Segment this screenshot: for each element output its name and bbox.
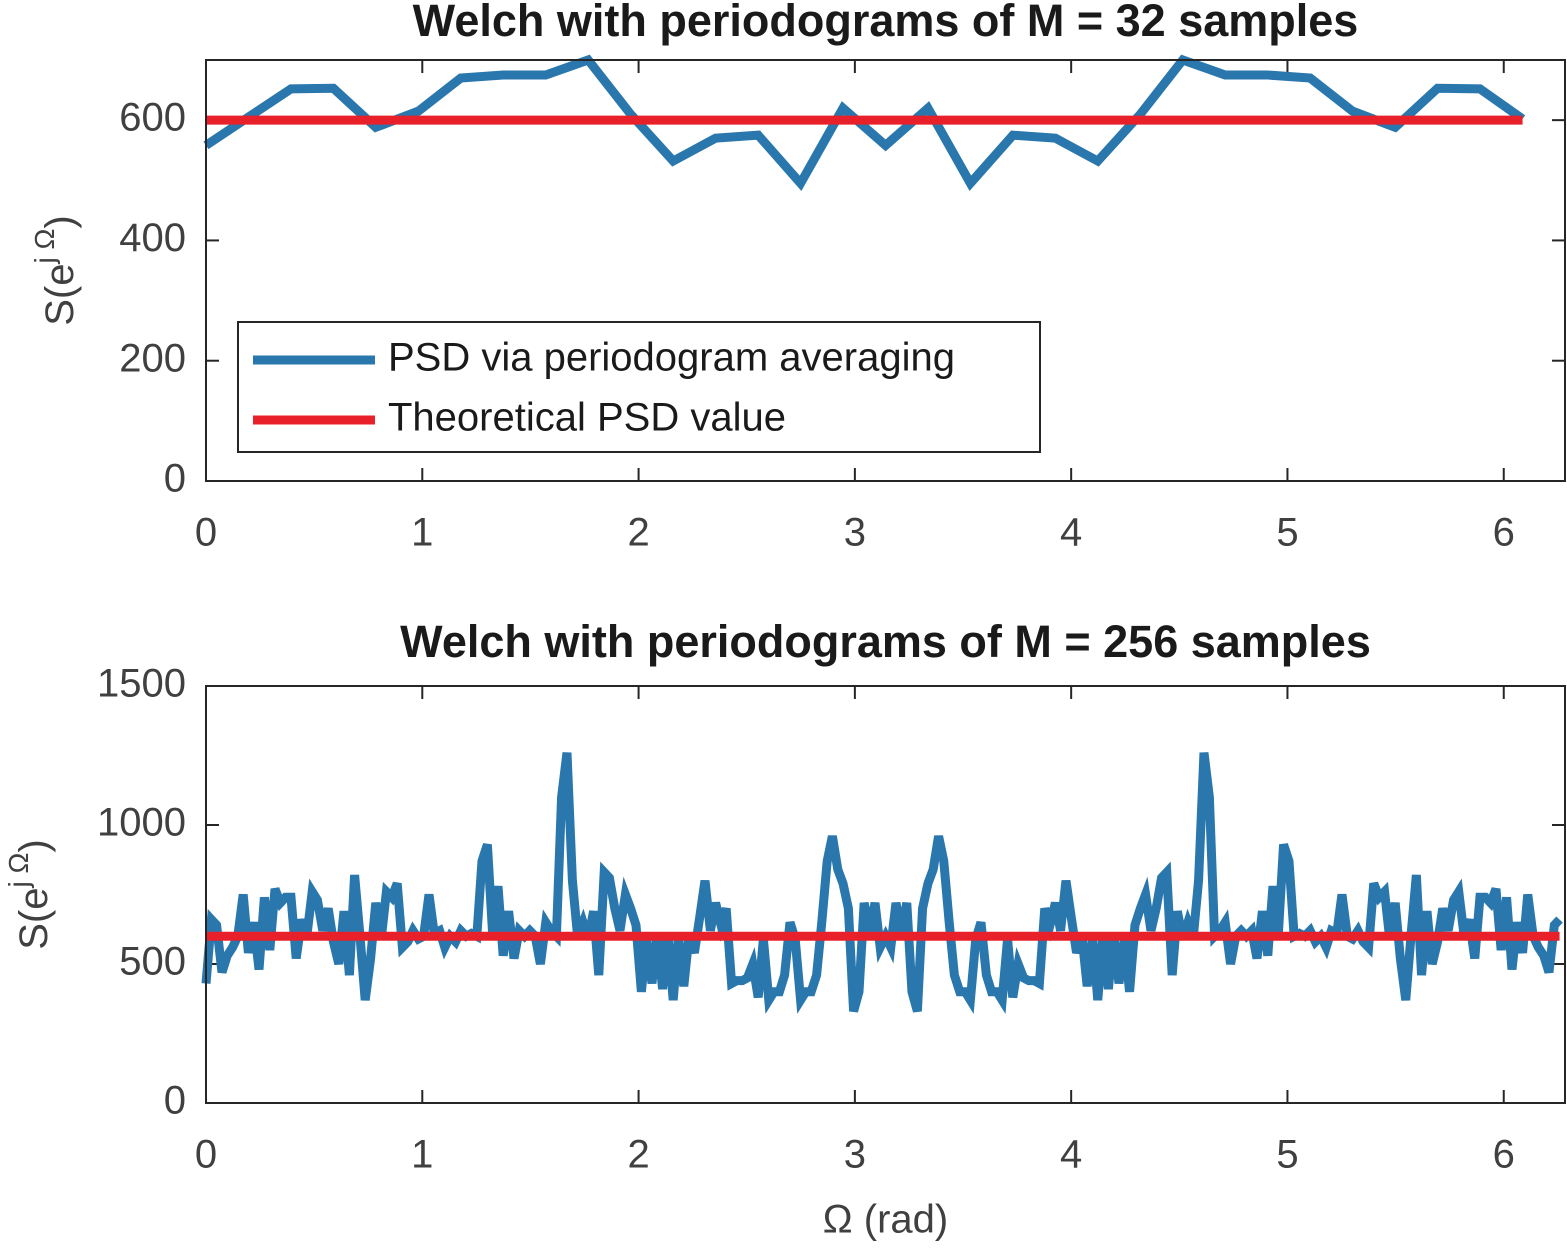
y-tick-label: 1500 xyxy=(97,662,186,706)
x-tick-label: 3 xyxy=(844,511,866,555)
legend-label: PSD via periodogram averaging xyxy=(388,336,955,380)
axes-background xyxy=(206,686,1565,1103)
y-axis-label-part: j Ω xyxy=(3,853,34,889)
x-tick-label: 1 xyxy=(411,511,433,555)
y-tick-label: 200 xyxy=(119,336,186,380)
x-tick-label: 0 xyxy=(195,1133,217,1177)
x-tick-label: 0 xyxy=(195,511,217,555)
x-tick-label: 5 xyxy=(1276,511,1298,555)
x-tick-label: 5 xyxy=(1276,1133,1298,1177)
x-tick-label: 4 xyxy=(1060,1133,1082,1177)
chart-title: Welch with periodograms of M = 32 sample… xyxy=(413,0,1359,46)
y-tick-label: 400 xyxy=(119,216,186,260)
y-axis-label-part: j Ω xyxy=(29,229,60,265)
y-axis-label-part: ) xyxy=(12,839,56,852)
y-tick-label: 500 xyxy=(119,940,186,984)
x-axis-label: Ω (rad) xyxy=(823,1198,948,1242)
y-axis-label: S(ej Ω) xyxy=(3,839,56,950)
x-tick-label: 6 xyxy=(1493,1133,1515,1177)
x-tick-label: 6 xyxy=(1493,511,1515,555)
x-tick-label: 3 xyxy=(844,1133,866,1177)
y-axis-label-part: S(e xyxy=(38,264,82,326)
y-tick-label: 0 xyxy=(164,457,186,501)
axes-frame xyxy=(205,59,1566,482)
x-tick-label: 2 xyxy=(627,1133,649,1177)
legend-box xyxy=(237,321,1041,453)
y-tick-label: 0 xyxy=(164,1079,186,1123)
legend-label: Theoretical PSD value xyxy=(388,396,786,440)
y-tick-label: 600 xyxy=(119,96,186,140)
y-tick-label: 1000 xyxy=(97,801,186,845)
x-tick-label: 2 xyxy=(627,511,649,555)
series-line xyxy=(203,54,1526,192)
axes-frame xyxy=(205,685,1566,1104)
x-tick-label: 4 xyxy=(1060,511,1082,555)
x-tick-label: 1 xyxy=(411,1133,433,1177)
y-axis-label: S(ej Ω) xyxy=(29,215,82,326)
y-axis-label-part: ) xyxy=(38,215,82,228)
chart-title: Welch with periodograms of M = 256 sampl… xyxy=(400,616,1371,667)
y-axis-label-part: S(e xyxy=(12,888,56,950)
